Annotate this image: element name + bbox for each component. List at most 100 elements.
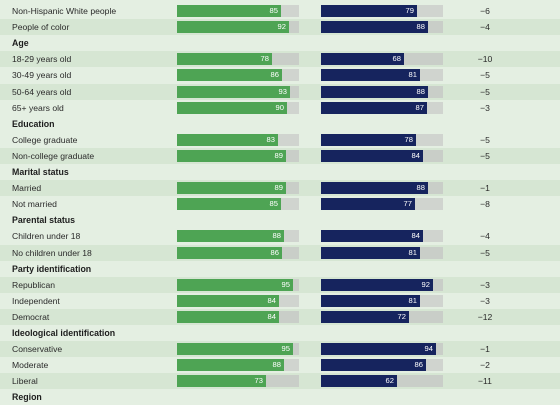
series-2-bar bbox=[321, 149, 423, 162]
series-1-value-label: 84 bbox=[267, 311, 276, 321]
series-1-value-label: 89 bbox=[274, 150, 283, 160]
series-1-track: 83 bbox=[177, 133, 299, 146]
series-2-track: 79 bbox=[321, 5, 443, 17]
series-1-value-label: 85 bbox=[269, 199, 278, 209]
series-2-bar bbox=[321, 310, 409, 323]
row-label: Not married bbox=[12, 199, 57, 210]
series-1-value-label: 88 bbox=[272, 231, 281, 241]
difference-value: −1 bbox=[480, 183, 490, 194]
series-2-track: 72 bbox=[321, 310, 443, 323]
series-1-track: 90 bbox=[177, 101, 299, 114]
series-2-bar bbox=[321, 21, 428, 34]
data-row: 18-29 years old 78 68 −10 bbox=[0, 51, 560, 68]
data-row: Republican 95 92 −3 bbox=[0, 276, 560, 293]
series-1-value-label: 78 bbox=[260, 54, 269, 64]
row-label: Married bbox=[12, 183, 42, 194]
series-1-track: 88 bbox=[177, 359, 299, 372]
series-2-bar bbox=[321, 230, 423, 243]
difference-value: −11 bbox=[478, 376, 492, 387]
series-2-value-label: 84 bbox=[411, 150, 420, 160]
series-1-value-label: 89 bbox=[274, 183, 283, 193]
difference-value: −8 bbox=[480, 199, 490, 210]
group-header-label: Region bbox=[12, 392, 42, 403]
series-2-bar bbox=[321, 5, 417, 17]
difference-value: −6 bbox=[480, 6, 490, 16]
series-2-bar bbox=[321, 69, 420, 82]
series-2-track: 88 bbox=[321, 85, 443, 98]
series-1-track: 95 bbox=[177, 343, 299, 356]
group-header-row: Marital status bbox=[0, 164, 560, 180]
data-row: Children under 18 88 84 −4 bbox=[0, 228, 560, 244]
series-2-bar bbox=[321, 278, 433, 291]
row-label: Children under 18 bbox=[12, 231, 81, 242]
series-1-value-label: 85 bbox=[269, 6, 278, 15]
difference-value: −12 bbox=[477, 311, 493, 322]
difference-value: −5 bbox=[480, 86, 490, 97]
series-2-track: 77 bbox=[321, 198, 443, 211]
series-1-bar bbox=[177, 278, 293, 291]
data-row: People of color 92 88 −4 bbox=[0, 19, 560, 36]
group-header-row: Parental status bbox=[0, 212, 560, 228]
series-2-track: 86 bbox=[321, 359, 443, 372]
difference-value: −4 bbox=[480, 22, 490, 33]
data-row: 65+ years old 90 87 −3 bbox=[0, 100, 560, 116]
series-1-bar bbox=[177, 101, 287, 114]
difference-value: −3 bbox=[480, 279, 490, 290]
series-1-bar bbox=[177, 310, 279, 323]
series-2-value-label: 72 bbox=[397, 311, 406, 321]
series-2-value-label: 68 bbox=[392, 54, 401, 64]
series-2-bar bbox=[321, 359, 426, 372]
series-2-bar bbox=[321, 182, 428, 195]
series-2-track: 68 bbox=[321, 53, 443, 66]
series-2-track: 81 bbox=[321, 246, 443, 259]
series-1-track: 89 bbox=[177, 182, 299, 195]
series-1-bar bbox=[177, 359, 284, 372]
series-2-value-label: 77 bbox=[403, 199, 412, 209]
series-1-track: 84 bbox=[177, 294, 299, 307]
series-2-track: 62 bbox=[321, 375, 443, 388]
difference-value: −5 bbox=[480, 247, 490, 258]
series-2-value-label: 88 bbox=[416, 86, 425, 96]
series-2-bar bbox=[321, 246, 420, 259]
difference-value: −2 bbox=[480, 360, 490, 371]
group-header-label: Parental status bbox=[12, 215, 76, 226]
series-1-track: 92 bbox=[177, 21, 299, 34]
series-1-value-label: 84 bbox=[267, 295, 276, 305]
difference-value: −10 bbox=[477, 54, 493, 65]
series-2-track: 88 bbox=[321, 182, 443, 195]
row-label: 50-64 years old bbox=[12, 86, 72, 97]
series-1-value-label: 86 bbox=[270, 70, 279, 80]
row-label: 65+ years old bbox=[12, 102, 64, 113]
row-label: No children under 18 bbox=[12, 247, 92, 258]
data-row: Non-Hispanic White people 85 79 −6 bbox=[0, 3, 560, 19]
group-header-label: Marital status bbox=[12, 167, 69, 177]
data-row: Moderate 88 86 −2 bbox=[0, 357, 560, 373]
series-1-track: 93 bbox=[177, 85, 299, 98]
data-row: Conservative 95 94 −1 bbox=[0, 341, 560, 358]
series-1-value-label: 95 bbox=[281, 344, 290, 354]
row-label: Independent bbox=[12, 295, 60, 306]
row-label: Democrat bbox=[12, 311, 50, 322]
group-header-label: Education bbox=[12, 118, 55, 129]
series-1-bar bbox=[177, 21, 289, 34]
series-1-value-label: 83 bbox=[266, 134, 275, 144]
difference-value: −5 bbox=[480, 134, 490, 145]
series-1-bar bbox=[177, 85, 290, 98]
series-2-track: 94 bbox=[321, 343, 443, 356]
series-2-bar bbox=[321, 375, 397, 388]
series-1-value-label: 73 bbox=[254, 376, 263, 386]
series-1-bar bbox=[177, 182, 286, 195]
series-1-bar bbox=[177, 133, 278, 146]
series-1-bar bbox=[177, 198, 281, 211]
row-label: Republican bbox=[12, 279, 55, 290]
series-1-track: 85 bbox=[177, 198, 299, 211]
series-2-value-label: 88 bbox=[416, 183, 425, 193]
series-2-value-label: 86 bbox=[414, 360, 423, 370]
series-2-bar bbox=[321, 343, 436, 356]
series-1-track: 73 bbox=[177, 375, 299, 388]
series-1-track: 88 bbox=[177, 230, 299, 243]
series-1-bar bbox=[177, 53, 272, 66]
series-2-value-label: 88 bbox=[416, 22, 425, 32]
data-row: College graduate 83 78 −5 bbox=[0, 132, 560, 148]
